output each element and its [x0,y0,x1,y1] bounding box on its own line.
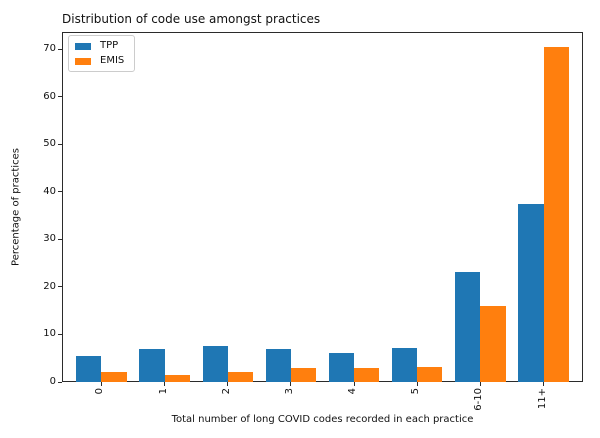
legend: TPP EMIS [68,35,136,72]
bar-emis-4 [354,368,380,382]
x-tick [416,382,418,386]
y-tick-label: 0 [49,376,56,387]
x-tick-label: 1 [157,388,169,395]
x-tick-label: 3 [283,388,295,395]
bar-tpp-1 [139,349,165,382]
y-tick-label: 60 [43,90,56,102]
bar-emis-1 [164,374,190,382]
bar-tpp-11+ [518,203,544,382]
y-tick-label: 20 [43,280,56,292]
bar-tpp-2 [202,346,228,382]
bar-emis-0 [101,372,127,382]
x-tick [227,382,229,386]
x-tick-label: 0 [94,388,106,395]
x-tick [290,382,292,386]
y-tick [58,96,62,98]
y-tick-label: 50 [43,138,56,150]
legend-item-tpp: TPP [75,40,124,52]
y-tick-label: 10 [43,328,56,340]
legend-label-emis: EMIS [100,55,125,66]
x-tick-label: 2 [220,388,232,395]
y-tick [58,381,62,383]
bar-tpp-5 [391,348,418,382]
y-tick [58,143,62,145]
bar-emis-6-10 [480,306,506,382]
bar-emis-5 [417,367,443,382]
bar-emis-3 [290,368,317,382]
y-tick [58,48,62,50]
x-tick-label: 6-10 [473,388,485,411]
bar-tpp-6-10 [455,271,481,382]
x-tick [543,382,545,386]
legend-swatch-emis-icon [75,57,91,65]
bar-tpp-3 [265,349,291,382]
legend-swatch-tpp-icon [75,42,91,50]
bar-emis-2 [227,372,254,382]
y-tick [58,286,62,288]
x-tick-label: 11+ [536,388,548,410]
y-tick-label: 70 [43,43,56,55]
x-tick-label: 4 [347,388,359,395]
x-tick-label: 5 [410,388,422,395]
y-axis-label: Percentage of practices [10,148,22,266]
y-tick-label: 30 [43,233,56,245]
x-tick [100,382,102,386]
y-tick [58,333,62,335]
x-tick [479,382,481,386]
y-tick-label: 40 [43,185,56,197]
bar-tpp-0 [76,356,102,382]
bar-emis-11+ [543,46,569,382]
x-axis-label: Total number of long COVID codes recorde… [171,414,474,425]
y-tick [58,191,62,193]
y-tick [58,238,62,240]
x-tick [164,382,166,386]
chart-title: Distribution of code use amongst practic… [62,12,321,26]
legend-item-emis: EMIS [75,55,124,67]
x-tick [353,382,355,386]
bar-tpp-4 [328,353,355,382]
legend-label-tpp: TPP [100,40,119,51]
